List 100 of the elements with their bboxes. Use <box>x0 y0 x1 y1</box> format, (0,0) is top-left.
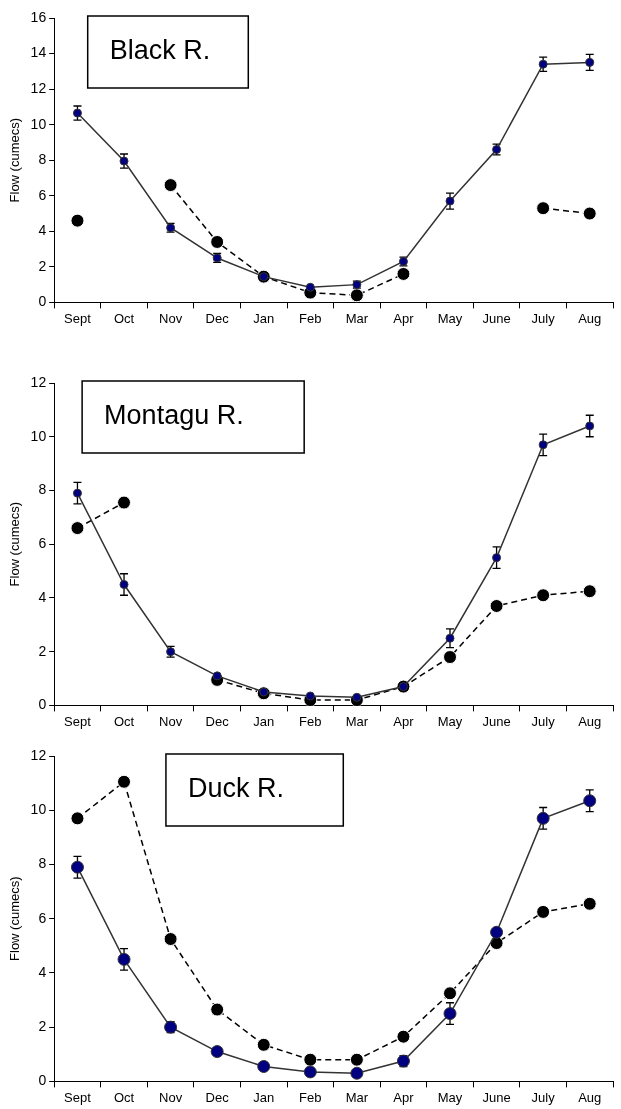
y-tick-label: 0 <box>38 696 47 713</box>
x-tick-label: Oct <box>113 713 135 729</box>
y-tick-label: 8 <box>38 481 47 498</box>
x-tick-label: Jan <box>253 713 275 729</box>
x-tick-label: Jan <box>253 310 275 326</box>
x-tick-label: Sept <box>64 713 92 729</box>
point <box>585 57 595 67</box>
point <box>489 598 504 613</box>
y-tick-label: 6 <box>38 535 47 552</box>
y-tick-label: 6 <box>38 909 47 926</box>
point <box>256 1037 271 1052</box>
point <box>70 521 85 536</box>
y-tick-label: 10 <box>30 427 47 444</box>
y-tick-label: 2 <box>38 1018 47 1035</box>
point <box>210 1045 224 1059</box>
point <box>536 811 550 825</box>
x-tick-label: June <box>482 1089 511 1105</box>
x-tick-label: Mar <box>345 1089 369 1105</box>
y-tick-label: 0 <box>38 293 47 310</box>
point <box>350 1066 364 1080</box>
point <box>536 588 551 603</box>
point <box>582 206 597 221</box>
y-tick-label: 4 <box>38 588 47 605</box>
point <box>117 495 132 510</box>
text: Black R. <box>109 35 211 66</box>
x-tick-label: July <box>531 1089 556 1105</box>
x-tick-label: June <box>482 713 511 729</box>
point <box>538 440 548 450</box>
point <box>585 421 595 431</box>
x-tick-label: Oct <box>113 1089 135 1105</box>
point <box>212 671 222 681</box>
y-tick-label: 4 <box>38 963 47 980</box>
point <box>443 986 458 1001</box>
x-tick-label: Feb <box>299 310 322 326</box>
x-tick-label: May <box>437 713 463 729</box>
x-tick-label: Aug <box>578 1089 602 1105</box>
point <box>259 687 269 697</box>
x-tick-label: Apr <box>393 713 415 729</box>
x-tick-label: July <box>531 310 556 326</box>
y-tick-label: 2 <box>38 257 47 274</box>
text: Duck R. <box>187 773 284 804</box>
y-tick-label: 8 <box>38 855 47 872</box>
x-tick-label: June <box>482 310 511 326</box>
point <box>117 952 131 966</box>
point <box>583 794 597 808</box>
point <box>119 580 129 589</box>
point <box>303 1065 317 1079</box>
point <box>117 774 132 789</box>
point <box>396 1029 411 1044</box>
point <box>396 266 411 281</box>
point <box>163 932 178 947</box>
x-tick-label: Feb <box>299 713 322 729</box>
point <box>443 650 458 665</box>
y-axis-title: Flow (cumecs) <box>7 501 23 587</box>
point <box>303 1052 318 1067</box>
y-tick-label: 12 <box>30 79 47 96</box>
point <box>349 1052 364 1067</box>
point <box>70 811 85 826</box>
point <box>445 633 455 643</box>
x-tick-label: Sept <box>64 1089 92 1105</box>
point <box>210 1002 225 1017</box>
point <box>582 584 597 599</box>
y-tick-label: 0 <box>38 1072 47 1089</box>
x-tick-label: Nov <box>159 713 183 729</box>
x-tick-label: Dec <box>205 1089 230 1105</box>
point <box>443 1007 457 1021</box>
x-tick-label: Aug <box>578 310 602 326</box>
y-tick-label: 12 <box>30 373 47 390</box>
point <box>305 282 315 292</box>
y-tick-label: 4 <box>38 222 47 239</box>
point <box>70 860 84 874</box>
y-tick-label: 8 <box>38 151 47 168</box>
x-tick-label: May <box>437 310 463 326</box>
point <box>536 904 551 919</box>
y-axis-title: Flow (cumecs) <box>7 876 23 961</box>
x-tick-label: Oct <box>113 310 135 326</box>
x-tick-label: Jan <box>253 1089 275 1105</box>
point <box>582 896 597 911</box>
x-tick-label: Nov <box>159 310 183 326</box>
x-tick-label: Mar <box>345 713 369 729</box>
x-tick-label: Feb <box>299 1089 322 1105</box>
x-tick-label: May <box>437 1089 463 1105</box>
y-axis-title: Flow (cumecs) <box>7 117 23 203</box>
x-tick-label: Aug <box>578 713 602 729</box>
y-tick-label: 16 <box>30 8 47 25</box>
text: Montagu R. <box>104 400 244 431</box>
point <box>492 553 502 563</box>
x-tick-label: Apr <box>393 310 415 326</box>
point <box>163 178 178 193</box>
point <box>72 488 82 498</box>
x-tick-label: Sept <box>64 310 92 326</box>
x-tick-label: Mar <box>345 310 369 326</box>
x-tick-label: Dec <box>205 713 230 729</box>
x-tick-label: July <box>531 713 556 729</box>
point <box>257 1059 271 1073</box>
point <box>445 196 455 206</box>
y-tick-label: 10 <box>30 801 47 818</box>
y-tick-label: 6 <box>38 186 47 203</box>
point <box>349 288 364 303</box>
x-tick-label: Dec <box>205 310 230 326</box>
